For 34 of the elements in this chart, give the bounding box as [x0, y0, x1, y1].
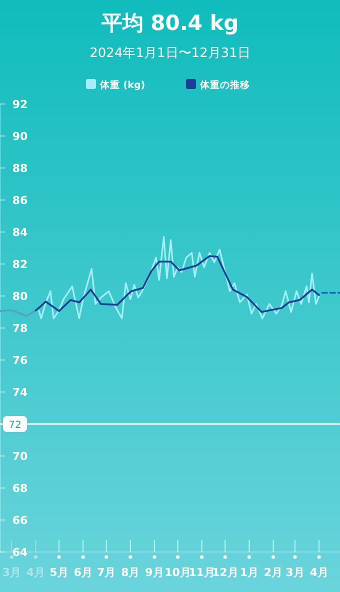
chart-subtitle: 2024年1月1日〜12月31日	[90, 46, 250, 61]
y-tick-label: 68	[12, 482, 28, 495]
x-tick-label: 5月	[50, 566, 68, 579]
x-tick-label: 4月	[26, 566, 46, 579]
x-tick-label: 3月	[286, 566, 304, 579]
legend-label: 体重 (kg)	[99, 79, 146, 91]
ref-line-label: 72	[8, 420, 22, 431]
x-tick-label: 4月	[310, 566, 328, 579]
x-tick-label: 1月	[240, 566, 259, 579]
y-tick-label: 82	[12, 258, 28, 271]
x-tick-label: 7月	[97, 566, 116, 579]
y-tick-label: 78	[12, 322, 28, 335]
x-tick-label: 10月	[164, 566, 191, 579]
x-tick-label: 2月	[264, 566, 283, 579]
y-tick-label: 76	[12, 354, 28, 367]
y-tick-label: 66	[12, 514, 28, 527]
x-tick-label: 3月	[2, 566, 21, 579]
y-tick-label: 64	[12, 546, 28, 559]
line-series	[34, 255, 320, 313]
y-tick-label: 88	[12, 162, 28, 175]
y-tick-label: 80	[12, 290, 28, 303]
y-tick-label: 74	[12, 386, 28, 399]
y-tick-label: 70	[12, 450, 28, 463]
y-tick-label: 84	[12, 226, 28, 239]
y-tick-label: 92	[12, 98, 28, 111]
x-tick-label: 6月	[74, 566, 92, 579]
chart-title: 平均 80.4 kg	[100, 11, 239, 35]
legend-label: 体重の推移	[199, 79, 250, 91]
y-tick-label: 90	[12, 130, 28, 143]
x-tick-label: 8月	[121, 566, 140, 579]
x-tick-label: 12月	[212, 566, 238, 579]
x-tick-label: 9月	[145, 566, 164, 579]
line-series	[38, 236, 320, 320]
y-tick-label: 86	[12, 194, 28, 207]
